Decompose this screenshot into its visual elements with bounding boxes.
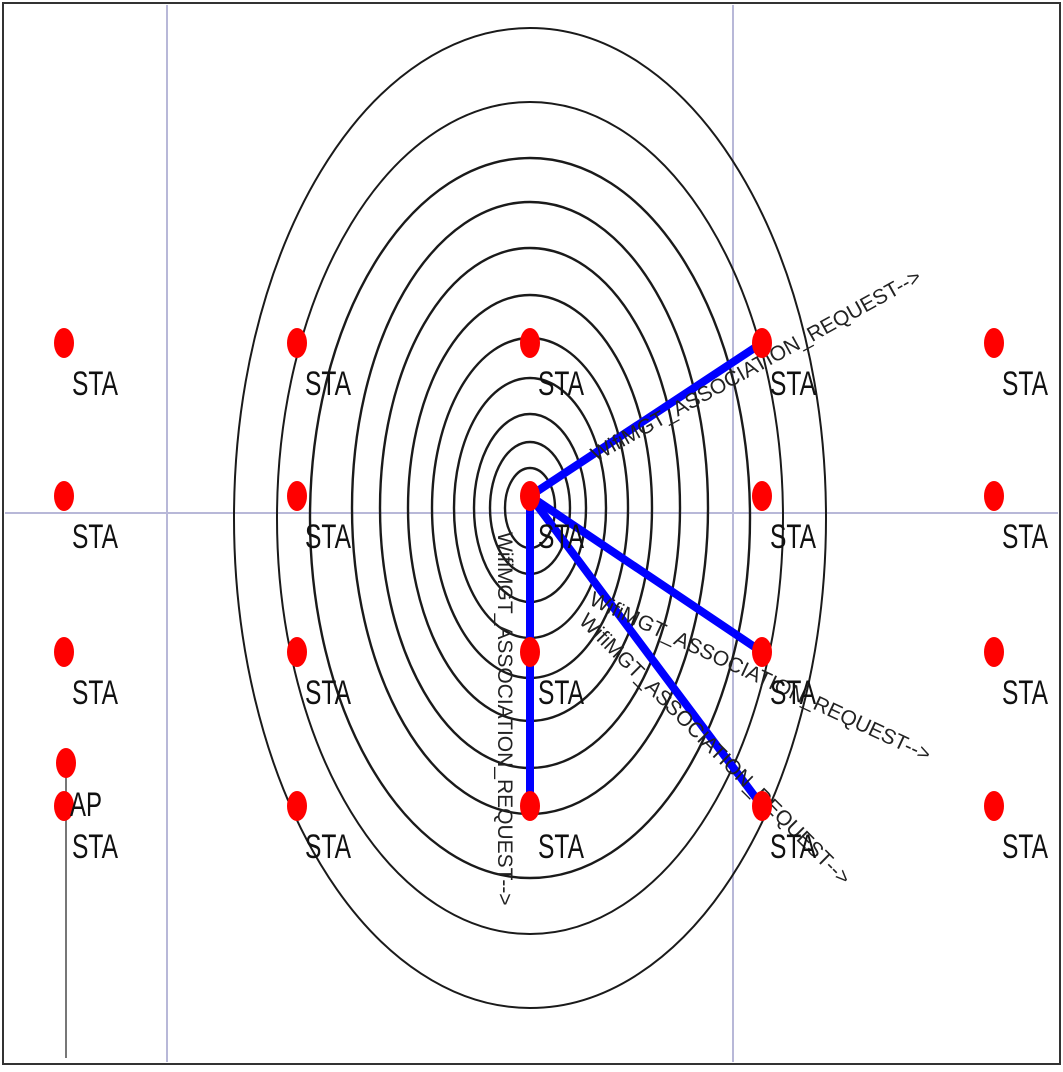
ap-label: AP — [70, 786, 102, 824]
station-node — [984, 328, 1004, 358]
station-label: STA — [1002, 365, 1048, 403]
station-label: STA — [72, 828, 118, 866]
propagation-ring — [276, 101, 784, 935]
station-label: STA — [538, 674, 584, 712]
station-node — [287, 637, 307, 667]
association-link-1 — [526, 339, 766, 500]
station-label: STA — [538, 828, 584, 866]
station-node — [752, 328, 772, 358]
station-node — [287, 791, 307, 821]
station-label: STA — [770, 674, 816, 712]
station-label: STA — [538, 365, 584, 403]
ap-node — [56, 748, 76, 778]
station-label: STA — [1002, 674, 1048, 712]
station-node — [520, 481, 540, 511]
station-label: STA — [305, 518, 351, 556]
association-link-2 — [526, 492, 766, 656]
station-label: STA — [305, 674, 351, 712]
station-label: STA — [770, 828, 816, 866]
station-label: STA — [305, 828, 351, 866]
propagation-ring — [233, 27, 827, 1009]
station-label: STA — [1002, 828, 1048, 866]
station-node — [984, 481, 1004, 511]
station-label: STA — [305, 365, 351, 403]
station-node — [752, 637, 772, 667]
station-node — [520, 791, 540, 821]
station-label: STA — [72, 674, 118, 712]
station-label: STA — [72, 365, 118, 403]
station-node — [54, 328, 74, 358]
station-label: STA — [72, 518, 118, 556]
station-node — [54, 481, 74, 511]
station-node — [287, 481, 307, 511]
station-label: STA — [770, 365, 816, 403]
link-label-4: WifiMGT_ASSOCIATION_REQUEST--> — [493, 532, 516, 906]
station-node — [520, 637, 540, 667]
link-label-1: WifiMGT_ASSOCIATION_REQUEST--> — [587, 265, 925, 466]
station-node — [287, 328, 307, 358]
station-label: STA — [538, 518, 584, 556]
association-link-3 — [526, 492, 766, 810]
station-label: STA — [770, 518, 816, 556]
station-node — [54, 791, 74, 821]
station-node — [520, 328, 540, 358]
nodes — [54, 328, 1004, 821]
station-node — [984, 791, 1004, 821]
association-links — [526, 339, 766, 810]
station-label: STA — [1002, 518, 1048, 556]
node-labels: STA STA STA STA STA STA STA STA STA STA STA STA STA S… — [70, 365, 1048, 866]
station-node — [54, 637, 74, 667]
station-node — [984, 637, 1004, 667]
propagation-ring — [308, 156, 752, 880]
station-node — [752, 791, 772, 821]
station-node — [752, 481, 772, 511]
